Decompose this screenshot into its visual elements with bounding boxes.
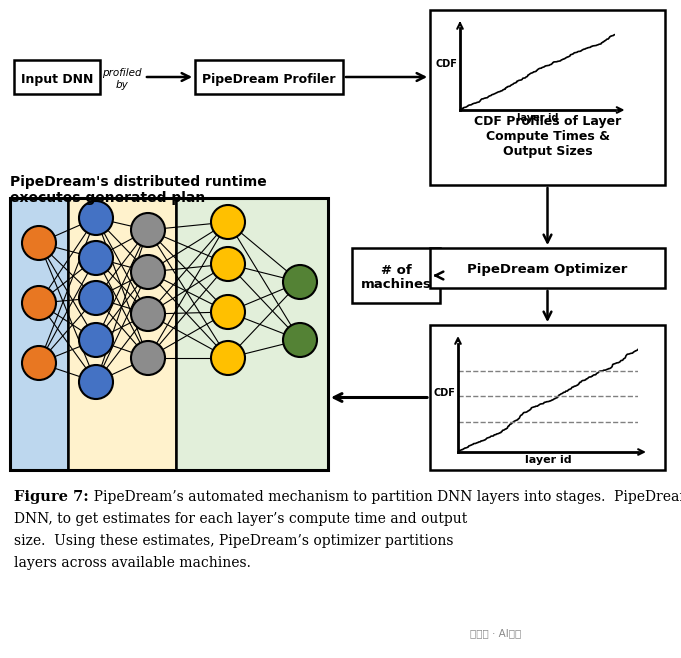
Circle shape [79,281,113,315]
Bar [430,248,665,288]
Circle shape [79,323,113,357]
Bar [352,248,440,303]
Text: # of
machines: # of machines [360,263,432,291]
Text: CDF Profiles of Layer
Compute Times &
Output Sizes: CDF Profiles of Layer Compute Times & Ou… [474,115,621,158]
Bar [10,198,328,470]
Circle shape [211,295,245,329]
Circle shape [79,365,113,399]
Circle shape [131,341,165,375]
Text: DNN, to get estimates for each layer’s compute time and output: DNN, to get estimates for each layer’s c… [14,512,467,526]
Circle shape [79,241,113,275]
Bar [430,10,665,185]
Text: Input DNN: Input DNN [21,72,93,86]
Bar [10,198,68,470]
Bar [430,325,665,470]
Circle shape [211,341,245,375]
Text: PipeDream Profiler: PipeDream Profiler [202,72,336,86]
Text: PipeDream Optimizer: PipeDream Optimizer [467,263,628,276]
Circle shape [79,201,113,235]
Circle shape [211,205,245,239]
Circle shape [22,226,56,260]
Circle shape [211,247,245,281]
Bar [68,198,176,470]
Text: PipeDream's distributed runtime
executes generated plan: PipeDream's distributed runtime executes… [10,175,267,205]
Circle shape [22,346,56,380]
Text: profiled
by: profiled by [102,68,142,89]
Text: PipeDream’s automated mechanism to partition DNN layers into stages.  PipeDream : PipeDream’s automated mechanism to parti… [85,490,681,504]
Bar [195,60,343,94]
Text: size.  Using these estimates, PipeDream’s optimizer partitions: size. Using these estimates, PipeDream’s… [14,534,454,548]
Circle shape [283,323,317,357]
Text: layers across available machines.: layers across available machines. [14,556,251,570]
Circle shape [131,297,165,331]
Text: Figure 7:: Figure 7: [14,490,89,504]
Bar [176,198,328,470]
Circle shape [131,213,165,247]
Bar [14,60,100,94]
Circle shape [283,265,317,299]
Circle shape [22,286,56,320]
Text: 公众号 · AI闲谈: 公众号 · AI闲谈 [470,628,521,638]
Circle shape [131,255,165,289]
